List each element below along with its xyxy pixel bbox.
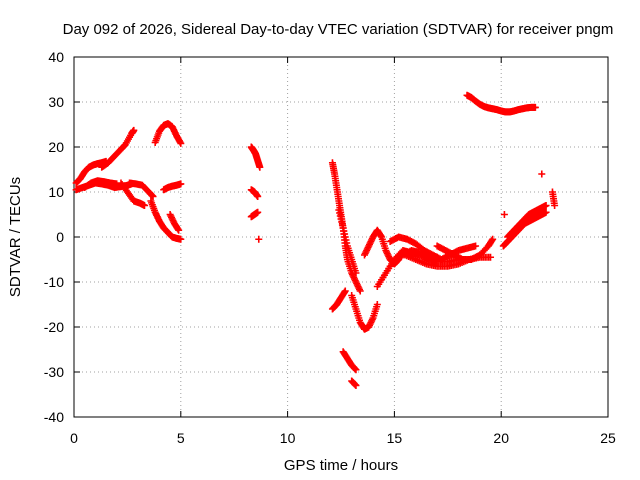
data-point xyxy=(256,163,264,171)
series-arc-01 xyxy=(72,157,110,187)
data-point xyxy=(500,211,508,218)
y-tick-label: -10 xyxy=(44,274,64,290)
y-tick-label: -20 xyxy=(44,319,64,335)
series-arc-30 xyxy=(500,211,508,218)
data-point xyxy=(341,287,349,295)
data-point xyxy=(531,103,539,111)
series-arc-08 xyxy=(147,197,185,243)
data-point xyxy=(356,287,364,295)
y-axis-title: SDTVAR / TECUs xyxy=(7,177,24,297)
data-point xyxy=(255,235,263,243)
data-point xyxy=(551,202,559,209)
series-arc-12 xyxy=(247,186,262,200)
series-arc-13 xyxy=(247,208,262,221)
series-arc-25 xyxy=(433,235,497,263)
series-arc-28 xyxy=(499,208,550,250)
series-arc-32 xyxy=(548,188,559,209)
series-arc-17 xyxy=(328,287,349,313)
data-point xyxy=(130,126,138,134)
series-arc-07 xyxy=(151,120,185,147)
series-arc-06 xyxy=(126,179,157,200)
y-tick-label: -30 xyxy=(44,364,64,380)
data-point xyxy=(149,193,157,200)
data-point xyxy=(175,226,183,234)
x-tick-label: 25 xyxy=(600,430,616,446)
series-arc-15 xyxy=(328,159,364,295)
y-tick-label: 10 xyxy=(48,184,64,200)
y-tick-label: 30 xyxy=(48,94,64,110)
x-tick-label: 0 xyxy=(70,430,78,446)
data-point xyxy=(352,269,360,277)
chart-title: Day 092 of 2026, Sidereal Day-to-day VTE… xyxy=(63,21,614,38)
y-tick-labels: -40 -30 -20 -10 0 10 20 30 40 xyxy=(44,49,64,425)
x-tick-label: 10 xyxy=(280,430,296,446)
data-point xyxy=(254,193,262,200)
series-arc-10 xyxy=(166,211,183,234)
data-point xyxy=(487,253,495,261)
data-point xyxy=(352,382,360,389)
series-arc-20 xyxy=(348,377,360,389)
data-point xyxy=(254,208,262,216)
data-point xyxy=(140,202,148,209)
data-point xyxy=(433,253,441,261)
grid-lines xyxy=(74,57,608,417)
data-point xyxy=(542,208,550,216)
series-arc-18 xyxy=(348,292,381,333)
series-arc-31 xyxy=(538,170,546,178)
series-arc-19 xyxy=(339,348,360,374)
x-tick-labels: 0 5 10 15 20 25 xyxy=(70,430,616,446)
x-tick-label: 5 xyxy=(177,430,185,446)
data-point xyxy=(538,170,546,178)
series-arc-27 xyxy=(463,91,539,116)
x-axis-title: GPS time / hours xyxy=(284,457,398,474)
data-point xyxy=(489,235,497,243)
data-point xyxy=(177,139,185,147)
data-point xyxy=(542,202,550,209)
y-tick-label: 20 xyxy=(48,139,64,155)
series-arc-11 xyxy=(247,143,264,171)
data-point xyxy=(352,366,360,374)
x-tick-label: 20 xyxy=(493,430,509,446)
series-arc-09 xyxy=(160,180,185,194)
series-arc-04 xyxy=(98,126,138,171)
series-arc-26 xyxy=(390,247,441,263)
axis-ticks xyxy=(73,56,609,418)
series-arc-16 xyxy=(335,206,360,277)
data-points xyxy=(72,91,559,389)
data-point xyxy=(472,242,480,250)
series-arc-03 xyxy=(81,177,121,191)
y-tick-label: -40 xyxy=(44,409,64,425)
y-tick-label: 0 xyxy=(56,229,64,245)
x-tick-label: 15 xyxy=(387,430,403,446)
series-arc-05 xyxy=(117,179,148,209)
series-arc-29 xyxy=(504,202,550,241)
y-tick-label: 40 xyxy=(48,49,64,65)
data-point xyxy=(177,235,185,243)
series-arc-14 xyxy=(255,235,263,243)
data-point xyxy=(177,180,185,188)
data-point xyxy=(373,301,381,308)
